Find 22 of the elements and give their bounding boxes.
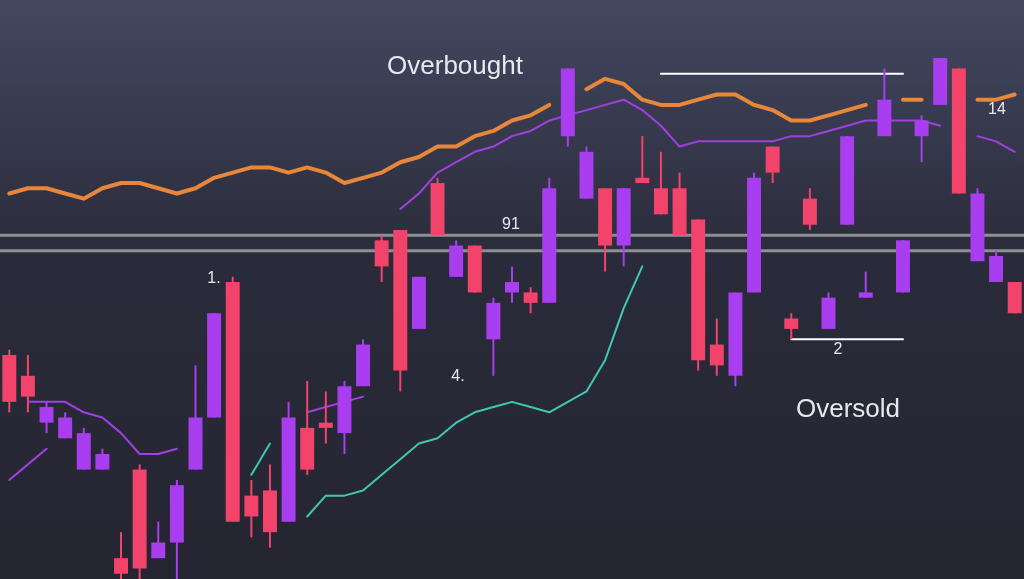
candlestick	[505, 265, 519, 304]
candlestick	[95, 447, 110, 471]
candlestick	[858, 270, 873, 299]
annotation: 4.	[451, 367, 465, 385]
candlestick	[784, 312, 799, 341]
annotation: Oversold	[795, 393, 901, 424]
candlestick	[914, 114, 929, 164]
annotation: 1.	[207, 269, 221, 287]
candlestick	[318, 390, 333, 445]
candlestick	[709, 317, 724, 377]
candlestick	[20, 353, 35, 414]
candlestick	[39, 400, 54, 435]
annotation: 91	[502, 215, 520, 233]
annotation: 2	[833, 340, 843, 358]
candlestick	[635, 135, 650, 185]
candlestick	[114, 531, 128, 579]
candlestick	[523, 286, 538, 315]
annotation: Overbought	[387, 50, 524, 81]
candlestick	[58, 411, 73, 440]
candlestick	[244, 479, 259, 539]
candlestick	[151, 520, 166, 560]
annotation: 14	[988, 100, 1006, 118]
